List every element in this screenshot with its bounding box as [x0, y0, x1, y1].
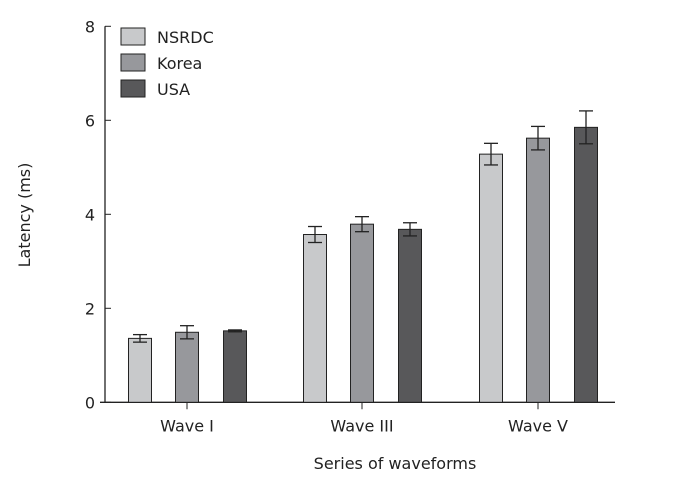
legend-swatch-usa — [120, 79, 146, 98]
y-tick-label: 8 — [85, 17, 95, 36]
y-axis-label: Latency (ms) — [15, 163, 34, 268]
legend: NSRDC Korea USA — [120, 27, 214, 99]
x-axis-label: Series of waveforms — [314, 454, 477, 473]
bar-nsrdc — [303, 234, 327, 403]
bar-usa — [223, 330, 247, 403]
legend-label-usa: USA — [157, 80, 190, 99]
bar-nsrdc — [479, 153, 503, 403]
bar-usa — [574, 126, 598, 403]
x-tick-label: Wave III — [330, 416, 393, 435]
x-tick-label: Wave V — [508, 416, 568, 435]
y-tick-label: 6 — [85, 111, 95, 130]
x-tick-label: Wave I — [160, 416, 214, 435]
bar-korea — [350, 223, 374, 403]
bars — [128, 110, 598, 403]
legend-swatch-korea — [120, 53, 146, 72]
legend-swatch-nsrdc — [120, 27, 146, 46]
axes: 0 2 4 6 8 Wave I Wave III Wave V — [85, 17, 615, 435]
y-tick-label: 4 — [85, 205, 95, 224]
bar-korea — [175, 331, 199, 403]
bar-nsrdc — [128, 337, 152, 403]
y-tick-label: 0 — [85, 393, 95, 412]
legend-label-korea: Korea — [157, 54, 202, 73]
y-tick-label: 2 — [85, 299, 95, 318]
legend-label-nsrdc: NSRDC — [157, 28, 214, 47]
bar-usa — [398, 228, 422, 403]
bar-korea — [526, 137, 550, 403]
